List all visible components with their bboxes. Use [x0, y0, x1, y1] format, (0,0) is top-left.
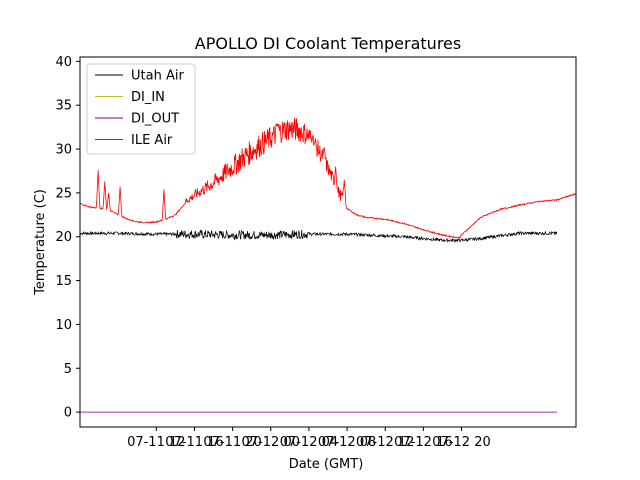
y-tick-label: 15 [55, 274, 72, 289]
x-tick-label: 07-12 12 [356, 435, 414, 450]
legend-box [86, 63, 196, 155]
plot-frame [79, 56, 577, 428]
x-tick-label: 07-12 20 [432, 435, 490, 450]
legend: Utah Air DI_IN DI_OUT ILE Air [86, 63, 196, 155]
y-tick-label: 35 [55, 99, 72, 114]
x-tick-label: 07-11 12 [127, 435, 185, 450]
y-tick-label: 20 [55, 230, 72, 245]
y-tick-label: 40 [55, 55, 72, 70]
x-tick-label: 07-12 16 [394, 435, 452, 450]
legend-label-ile-air: ILE Air [131, 133, 173, 148]
series-layer [80, 117, 576, 413]
series-line-utah-air [80, 229, 558, 244]
x-axis-label: Date (GMT) [289, 457, 364, 472]
chart-title: APOLLO DI Coolant Temperatures [195, 34, 461, 53]
series-line-ile-air [80, 117, 576, 240]
y-tick-label: 0 [64, 406, 72, 421]
x-tick-label: 07-12 00 [242, 435, 300, 450]
legend-label-utah-air: Utah Air [131, 69, 184, 84]
x-tick-label: 07-12 04 [280, 435, 338, 450]
y-axis: 0 5 10 15 20 25 30 35 40 [55, 55, 80, 421]
y-tick-label: 10 [55, 318, 72, 333]
legend-label-di-in: DI_IN [131, 90, 165, 105]
legend-label-di-out: DI_OUT [131, 112, 179, 127]
x-tick-label: 07-12 08 [318, 435, 376, 450]
y-tick-label: 25 [55, 186, 72, 201]
y-axis-label: Temperature (C) [33, 189, 48, 296]
y-tick-label: 5 [64, 362, 72, 377]
y-tick-label: 30 [55, 143, 72, 158]
x-tick-label: 07-11 20 [203, 435, 261, 450]
x-tick-label: 07-11 16 [165, 435, 223, 450]
